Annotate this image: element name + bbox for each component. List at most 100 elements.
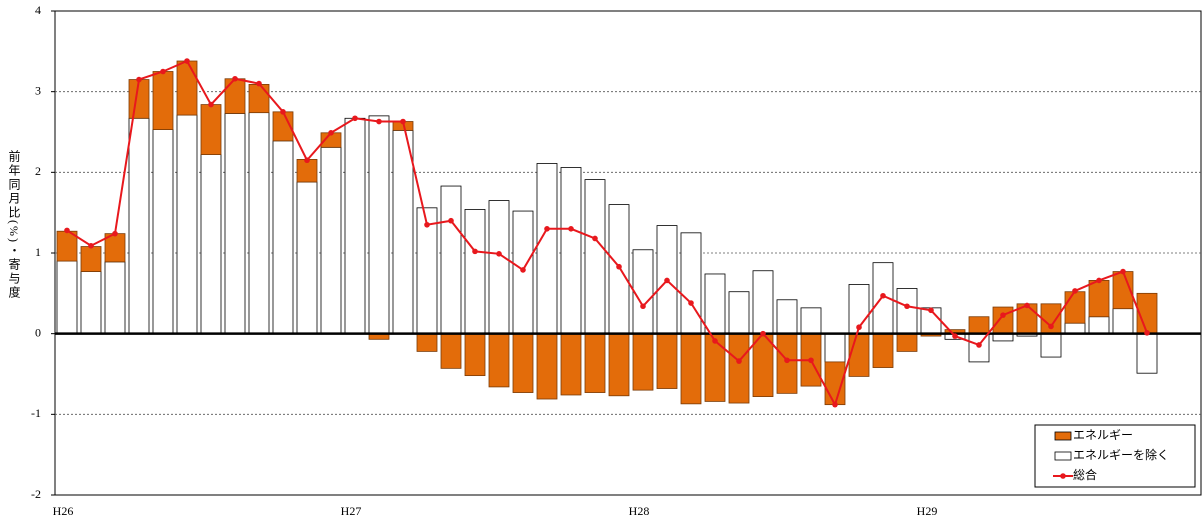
bar [320, 146, 342, 335]
bar [272, 140, 294, 335]
point [1096, 277, 1102, 284]
point [1120, 268, 1126, 275]
bar [488, 200, 510, 335]
point [1048, 323, 1054, 330]
bar [1088, 280, 1110, 318]
bar [560, 333, 582, 396]
bar [440, 333, 462, 369]
bar [728, 291, 750, 335]
bar [632, 333, 654, 391]
bar [704, 273, 726, 335]
point [136, 76, 142, 83]
bar [176, 60, 198, 116]
legend-label: 総合 [1073, 467, 1097, 482]
bar [1112, 308, 1134, 335]
bar [1064, 291, 1086, 324]
point [1144, 330, 1150, 336]
point [496, 251, 502, 257]
point [184, 58, 190, 64]
bar [968, 316, 990, 335]
point [688, 300, 694, 306]
bar [296, 181, 318, 335]
point [736, 358, 742, 364]
bar [464, 333, 486, 377]
bar [416, 333, 438, 352]
point [616, 263, 622, 270]
bar [224, 113, 246, 335]
point [376, 118, 382, 125]
point [232, 75, 238, 82]
point [160, 68, 166, 75]
bar [200, 154, 222, 335]
bar [824, 333, 846, 363]
bar [536, 333, 558, 400]
legend-swatch [1054, 451, 1072, 461]
point [448, 217, 454, 224]
line [66, 59, 1148, 408]
bar [704, 333, 726, 402]
point [808, 357, 814, 364]
x-tick-label: H29 [917, 504, 938, 518]
point [352, 115, 358, 122]
bar [968, 333, 990, 363]
bar [152, 129, 174, 335]
bar [368, 115, 390, 335]
point [256, 80, 262, 87]
point [1072, 288, 1078, 294]
bar [656, 333, 678, 389]
point [928, 307, 934, 314]
bar [776, 333, 798, 394]
bar [680, 333, 702, 405]
point [592, 235, 598, 242]
point [64, 227, 70, 234]
point [880, 292, 886, 299]
legend-swatch [1060, 473, 1066, 479]
bar [512, 333, 534, 393]
bar [584, 333, 606, 393]
bar [632, 249, 654, 335]
y-axis-label: 前年同月比(%)・寄与度 [7, 149, 21, 300]
point [664, 277, 670, 284]
bar [344, 117, 366, 335]
point [952, 333, 958, 339]
point [856, 324, 862, 331]
bar [440, 185, 462, 335]
bar [128, 117, 150, 335]
bar [1064, 322, 1086, 335]
legend-swatch [1054, 431, 1072, 441]
bar [80, 246, 102, 272]
point [424, 221, 430, 228]
point [208, 101, 214, 108]
point [544, 226, 550, 232]
bar [776, 299, 798, 335]
bar [992, 306, 1014, 335]
bar [488, 333, 510, 388]
point [472, 248, 478, 255]
bar [176, 114, 198, 335]
bar [248, 112, 270, 335]
point [832, 401, 838, 408]
point [520, 267, 526, 273]
bar [848, 333, 870, 377]
y-tick-label: 2 [35, 164, 41, 178]
bar [608, 333, 630, 397]
y-tick-label: -1 [31, 406, 41, 420]
y-tick-label: 3 [35, 83, 41, 97]
bar [680, 232, 702, 335]
x-tick-label: H27 [341, 504, 362, 518]
point [760, 330, 766, 337]
bar [584, 179, 606, 335]
bar [872, 333, 894, 368]
point [1000, 312, 1006, 318]
x-tick-label: H26 [53, 504, 74, 518]
bar [104, 261, 126, 335]
y-tick-label: 0 [35, 325, 41, 339]
bar [392, 129, 414, 335]
point [400, 118, 406, 125]
bar [560, 167, 582, 335]
bar [152, 71, 174, 130]
point [280, 109, 286, 115]
point [112, 230, 118, 237]
bar [56, 260, 78, 335]
